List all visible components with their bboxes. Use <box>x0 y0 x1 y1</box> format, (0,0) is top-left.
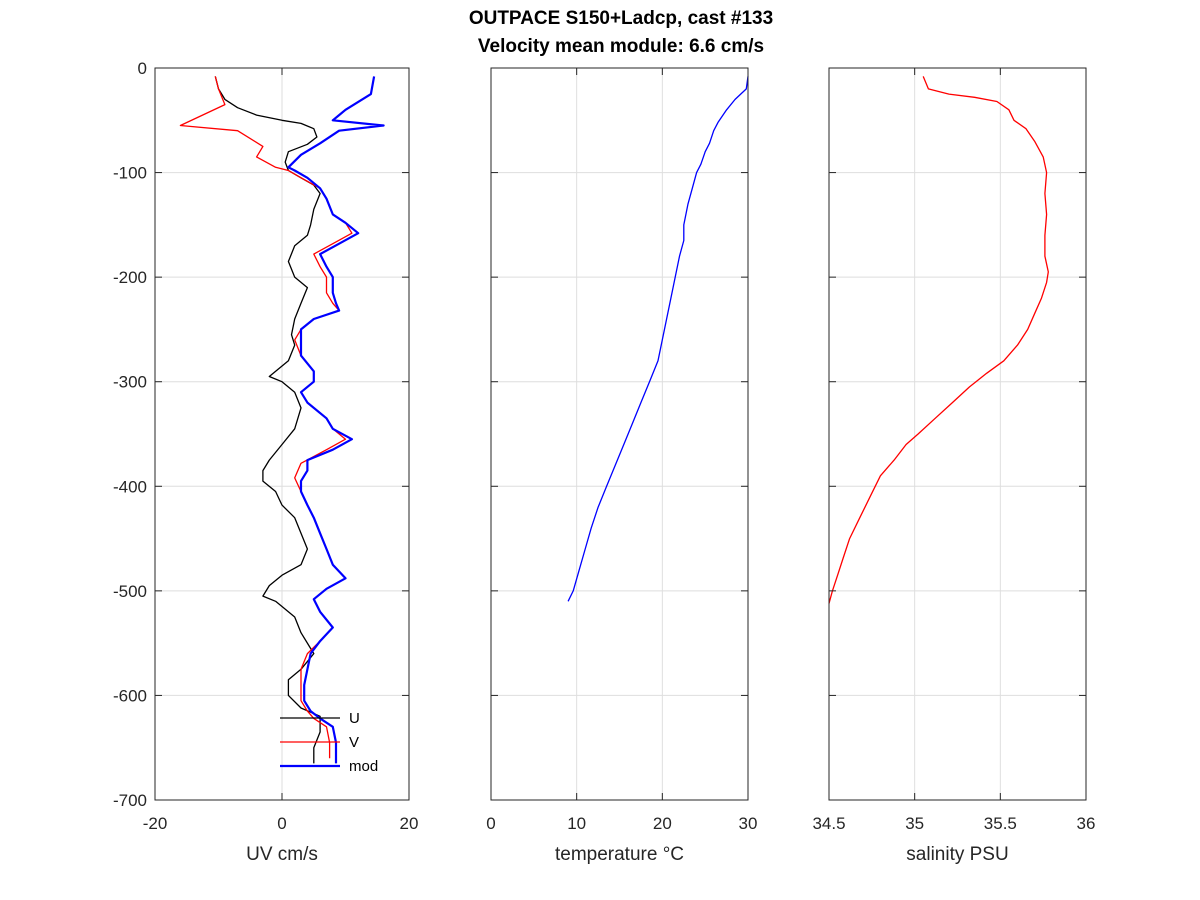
panel-salinity: 34.5 35 35.5 36 salinity PSU <box>812 67 1096 865</box>
y-tick-label: -400 <box>113 477 147 496</box>
x-tick-label: 30 <box>739 814 758 833</box>
x-tick-label: 35.5 <box>984 814 1017 833</box>
y-tick-label: 0 <box>138 59 147 78</box>
y-tick-label: -700 <box>113 791 147 810</box>
x-tick-label: 35 <box>905 814 924 833</box>
x-tick-label: 36 <box>1077 814 1096 833</box>
axes-box-temperature <box>490 67 749 801</box>
legend-label-v: V <box>349 734 359 751</box>
x-axis-label: UV cm/s <box>246 844 318 865</box>
x-tick-label: 20 <box>653 814 672 833</box>
plot-area-salinity <box>829 68 1086 800</box>
axes-box-salinity <box>828 67 1087 801</box>
plot-area-temperature <box>491 68 748 800</box>
x-tick-label: -20 <box>143 814 168 833</box>
y-tick-label: -500 <box>113 582 147 601</box>
x-tick-label: 20 <box>400 814 419 833</box>
x-tick-label: 34.5 <box>812 814 845 833</box>
figure-title-line1: OUTPACE S150+Ladcp, cast #133 <box>469 8 773 29</box>
y-tick-label: -600 <box>113 686 147 705</box>
y-tick-label: -200 <box>113 268 147 287</box>
series-line-mod <box>287 76 385 764</box>
panel-temperature: 0 10 20 30 temperature °C <box>486 67 758 865</box>
x-tick-label: 10 <box>567 814 586 833</box>
y-tick-label: -100 <box>113 164 147 183</box>
legend-label-u: U <box>349 710 360 727</box>
series-line-salinity <box>828 76 1049 604</box>
x-axis-label: temperature °C <box>555 844 684 865</box>
y-tick-label: -300 <box>113 373 147 392</box>
series-line-temperature <box>567 76 749 602</box>
series-line-u <box>214 76 321 764</box>
x-tick-label: 0 <box>486 814 495 833</box>
figure-title-line2: Velocity mean module: 6.6 cm/s <box>478 36 764 57</box>
x-axis-label: salinity PSU <box>906 844 1008 865</box>
x-tick-label: 0 <box>277 814 286 833</box>
legend-label-mod: mod <box>349 758 378 775</box>
